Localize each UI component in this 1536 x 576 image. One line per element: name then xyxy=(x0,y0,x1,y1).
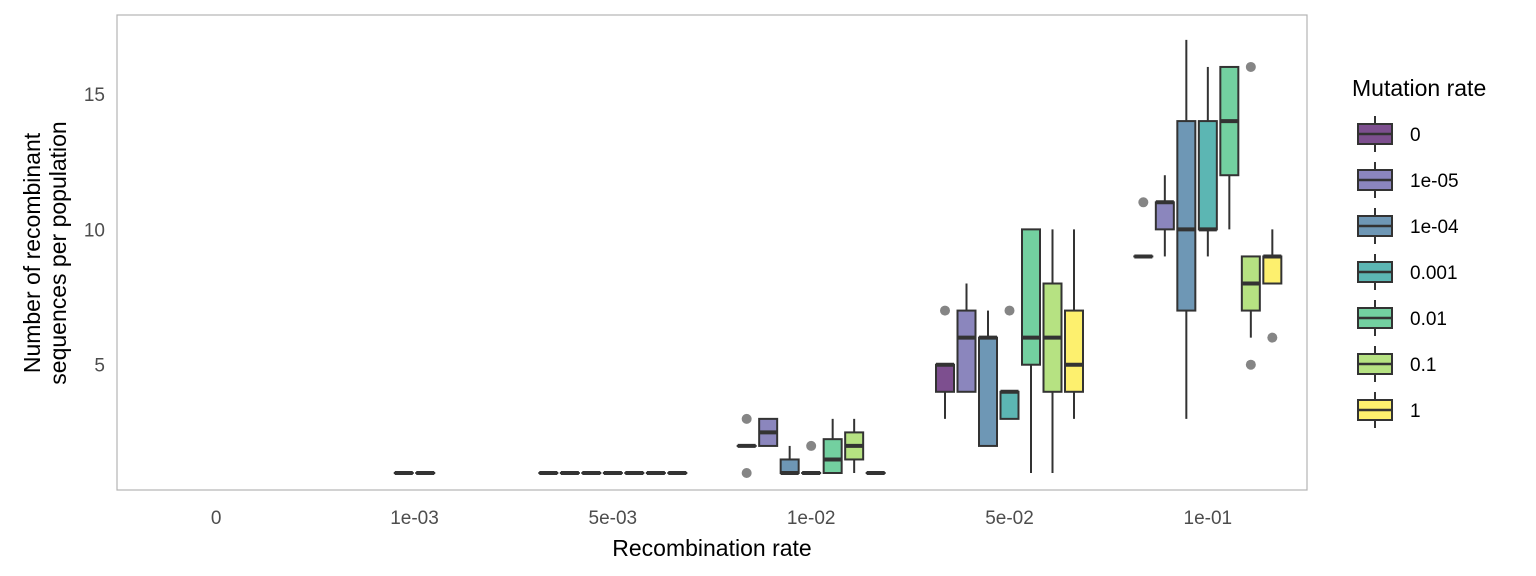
box-0-1e-02 xyxy=(736,413,757,478)
box-0.1-5e-02 xyxy=(1042,229,1063,473)
outlier-point xyxy=(741,468,752,478)
box-0.01-5e-02 xyxy=(1021,228,1041,473)
box-1e-04-1e-02 xyxy=(779,445,800,475)
outlier-point xyxy=(940,305,950,316)
outlier-point xyxy=(741,413,752,424)
x-axis-title: Recombination rate xyxy=(612,535,811,561)
box-body xyxy=(1262,255,1283,285)
legend-title: Mutation rate xyxy=(1352,75,1486,101)
box-1e-05-5e-02 xyxy=(956,283,977,393)
legend-item: 0.01 xyxy=(1357,300,1447,336)
outlier-point xyxy=(1245,61,1256,72)
box-body xyxy=(1064,309,1084,393)
y-axis-ticks: 5 10 15 xyxy=(84,85,105,377)
legend-label: 0.001 xyxy=(1410,263,1458,284)
box-body xyxy=(935,363,955,393)
box-0.1-1e-02 xyxy=(844,418,865,473)
outlier-point xyxy=(1267,332,1278,343)
box-0.01-1e-01 xyxy=(1219,65,1240,230)
box-1e-05-1e-02 xyxy=(758,417,779,447)
legend-label: 0.1 xyxy=(1410,355,1436,376)
y-tick-label: 15 xyxy=(84,85,105,106)
box-0-1e-01 xyxy=(1133,197,1154,259)
outlier-point xyxy=(1138,197,1149,208)
box-0-5e-02 xyxy=(935,305,955,419)
x-axis-ticks: 0 1e-03 5e-03 1e-02 5e-02 1e-01 xyxy=(211,508,1232,529)
box-body xyxy=(1154,201,1175,231)
legend-item: 1 xyxy=(1357,392,1421,428)
y-tick-label: 5 xyxy=(94,356,105,377)
box-0.01-1e-02 xyxy=(822,418,843,475)
legend-item: 1e-05 xyxy=(1357,162,1459,198)
x-tick-label: 5e-03 xyxy=(589,508,638,529)
legend-label: 0.01 xyxy=(1410,309,1447,330)
panel-border xyxy=(116,14,1308,491)
box-body xyxy=(956,309,977,393)
box-0.1-1e-01 xyxy=(1240,61,1261,370)
y-axis-title-line-2: sequences per population xyxy=(45,121,71,384)
outlier-point xyxy=(1245,359,1256,370)
x-tick-label: 5e-02 xyxy=(985,508,1034,529)
legend-item: 1e-04 xyxy=(1357,208,1459,244)
legend-item: 0.1 xyxy=(1357,346,1436,382)
box-body xyxy=(822,438,843,475)
box-body xyxy=(1021,228,1041,366)
box-1-1e-01 xyxy=(1262,229,1283,343)
x-tick-label: 1e-01 xyxy=(1184,508,1233,529)
outlier-point xyxy=(1004,305,1015,316)
boxes-layer xyxy=(393,39,1283,478)
box-1e-04-5e-02 xyxy=(978,310,998,447)
box-body xyxy=(999,390,1020,420)
x-tick-label: 1e-02 xyxy=(787,508,836,529)
box-body xyxy=(779,458,800,474)
y-axis-title-line-1: Number of recombinant xyxy=(19,132,45,373)
legend-label: 0 xyxy=(1410,125,1421,146)
box-1e-04-1e-01 xyxy=(1176,39,1197,419)
box-body xyxy=(978,336,998,447)
legend-label: 1e-04 xyxy=(1410,217,1459,238)
box-1-5e-02 xyxy=(1064,229,1084,419)
box-0.001-1e-02 xyxy=(801,440,822,475)
legend: 0 1e-05 1e-04 0.001 0.01 0.1 1 xyxy=(1357,116,1459,428)
legend-item: 0.001 xyxy=(1357,254,1458,290)
x-tick-label: 0 xyxy=(211,508,222,529)
x-tick-label: 1e-03 xyxy=(390,508,439,529)
legend-label: 1e-05 xyxy=(1410,171,1459,192)
box-body xyxy=(1197,120,1218,231)
box-0.001-5e-02 xyxy=(999,305,1020,420)
legend-label: 1 xyxy=(1410,401,1421,422)
box-0.001-1e-01 xyxy=(1197,66,1218,257)
outlier-point xyxy=(806,440,817,451)
legend-item: 0 xyxy=(1357,116,1421,152)
y-tick-label: 10 xyxy=(84,220,105,241)
box-body xyxy=(1176,120,1197,312)
box-1e-05-1e-01 xyxy=(1154,175,1175,257)
